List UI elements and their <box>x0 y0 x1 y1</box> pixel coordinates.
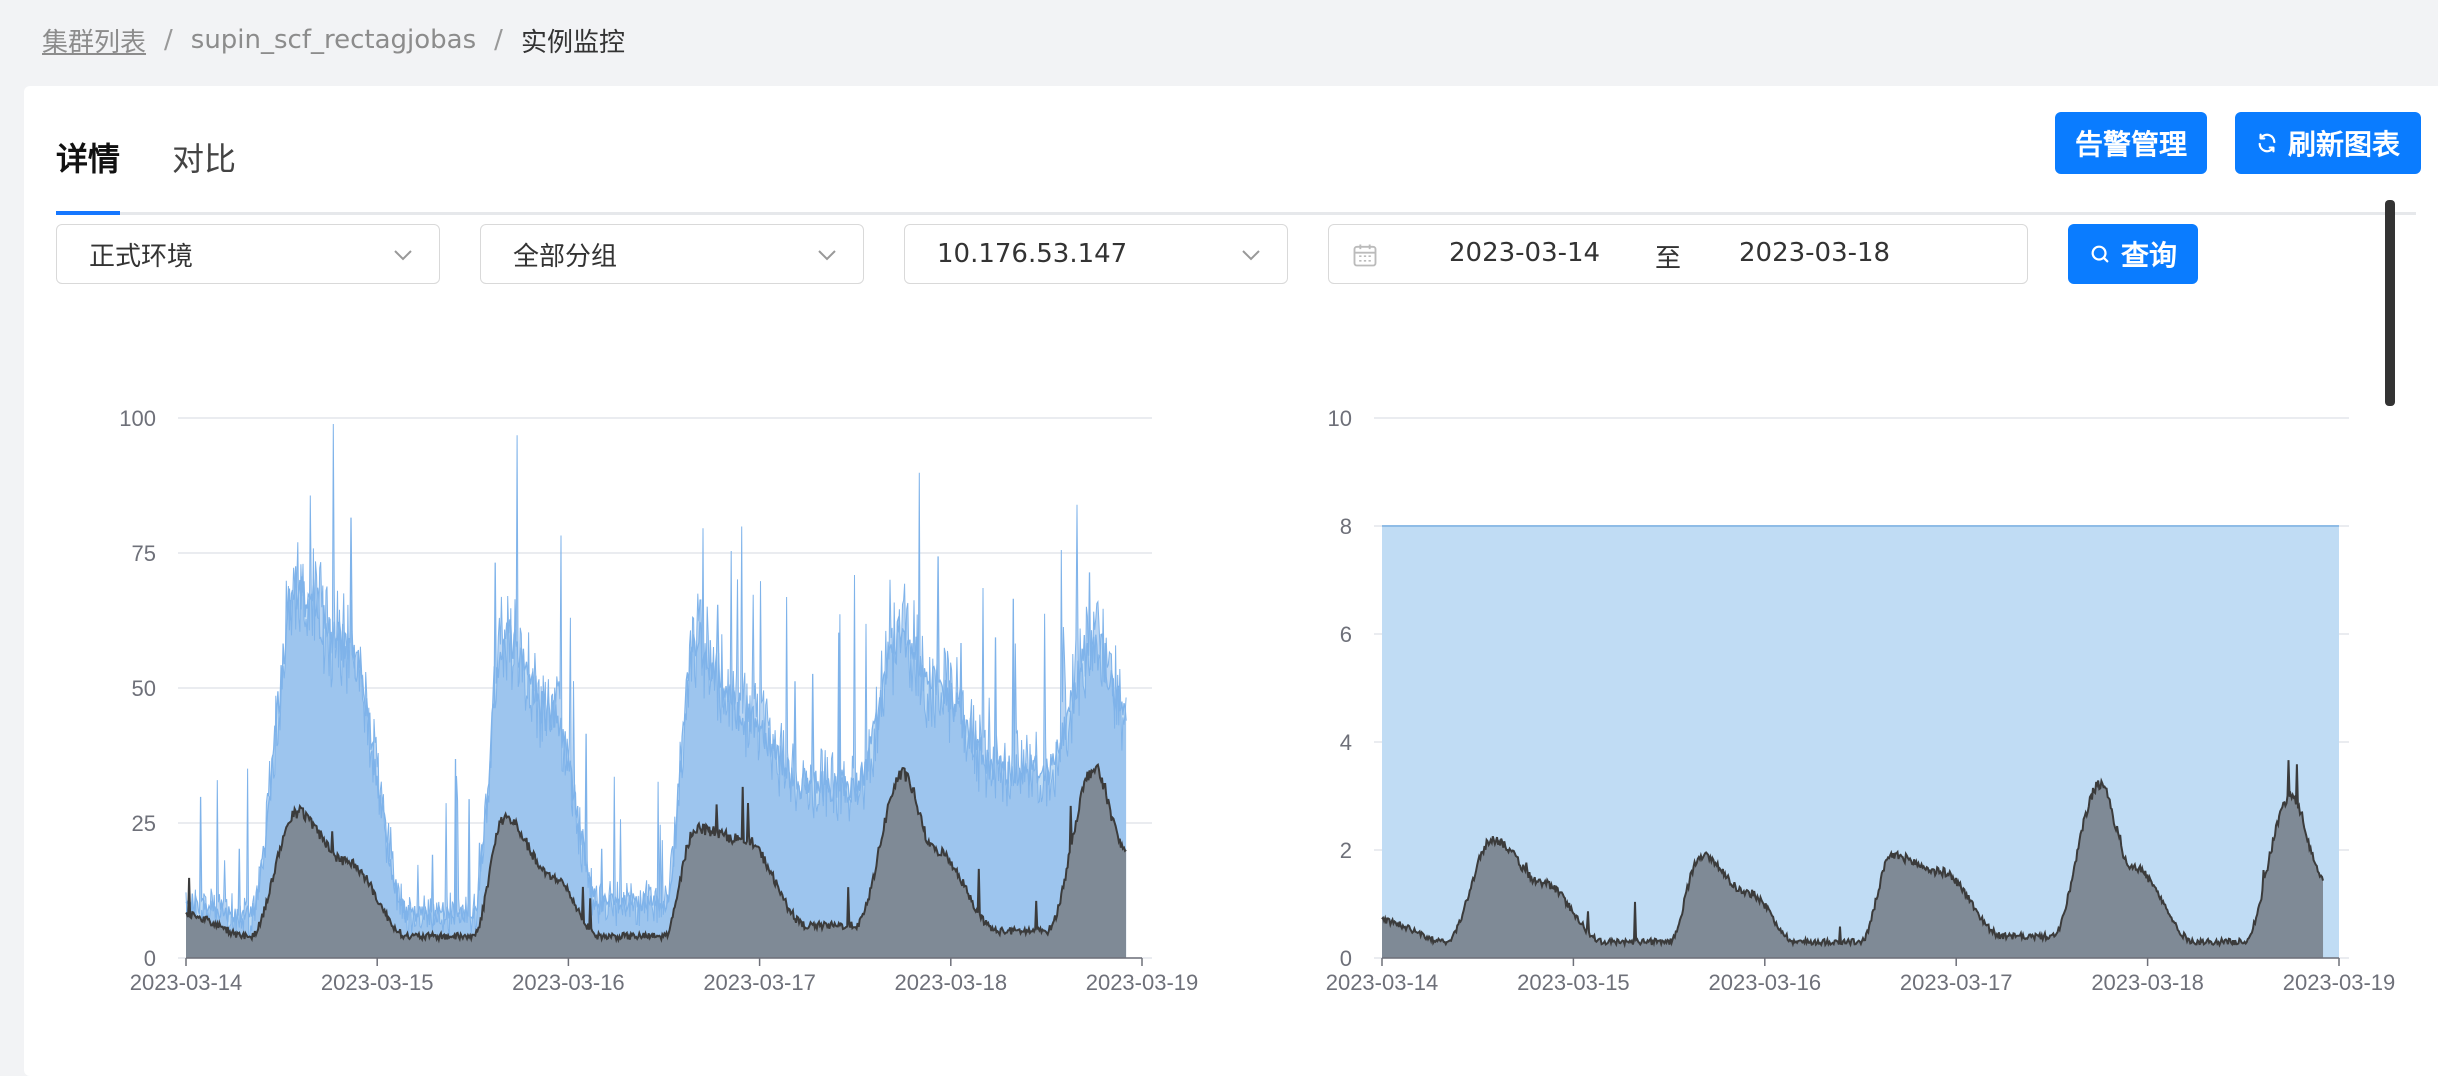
chevron-down-icon <box>818 250 836 261</box>
x-tick-label: 2023-03-15 <box>1517 970 1630 995</box>
query-button-label: 查询 <box>2120 239 2177 272</box>
x-tick-label: 2023-03-14 <box>130 970 243 995</box>
breadcrumb-separator: / <box>494 25 503 55</box>
date-end-input[interactable]: 2023-03-18 <box>1739 238 1891 268</box>
breadcrumb: 集群列表 / supin_scf_rectagjobas / 实例监控 <box>42 18 625 62</box>
query-button[interactable]: 查询 <box>2068 224 2198 284</box>
environment-select[interactable]: 正式环境 <box>56 224 440 284</box>
alarm-management-label: 告警管理 <box>2074 128 2187 161</box>
y-tick-label: 0 <box>144 946 156 971</box>
breadcrumb-cluster-list-link[interactable]: 集群列表 <box>42 27 147 58</box>
refresh-chart-button[interactable]: 刷新图表 <box>2235 112 2421 174</box>
y-tick-label: 10 <box>1328 406 1352 431</box>
refresh-icon <box>2258 133 2276 153</box>
y-tick-label: 6 <box>1340 622 1352 647</box>
tab-details-label: 详情 <box>56 140 121 178</box>
x-tick-label: 2023-03-19 <box>2283 970 2396 995</box>
y-tick-label: 4 <box>1340 730 1352 755</box>
refresh-chart-label: 刷新图表 <box>2287 128 2400 161</box>
tab-details[interactable]: 详情 <box>56 134 120 180</box>
instance-select-value: 10.176.53.147 <box>937 239 1128 269</box>
x-tick-label: 2023-03-16 <box>1709 970 1822 995</box>
series-area <box>1382 760 2324 958</box>
breadcrumb-separator: / <box>164 25 173 55</box>
scrollbar-thumb[interactable] <box>2385 200 2395 406</box>
chart-right: 0 2 4 6 8 10 2023-03-14 2023-03-15 2023-03-16 202… <box>1326 406 2396 995</box>
series-area <box>186 764 1127 958</box>
x-tick-label: 2023-03-15 <box>321 970 434 995</box>
y-tick-label: 8 <box>1340 514 1352 539</box>
x-tick-label: 2023-03-17 <box>1900 970 2013 995</box>
breadcrumb-cluster-name: supin_scf_rectagjobas <box>190 25 477 55</box>
y-tick-label: 100 <box>119 406 156 431</box>
y-tick-label: 25 <box>132 811 156 836</box>
x-tick-label: 2023-03-17 <box>703 970 816 995</box>
y-tick-label: 2 <box>1340 838 1352 863</box>
search-icon <box>2091 245 2109 263</box>
tab-compare[interactable]: 对比 <box>172 134 236 180</box>
chart-left: 0 25 50 75 100 2023-03-14 2023-03-15 2023-03-16… <box>119 406 1199 995</box>
calendar-icon <box>1353 244 1377 267</box>
group-select-value: 全部分组 <box>513 241 618 272</box>
x-tick-label: 2023-03-18 <box>895 970 1008 995</box>
x-tick-label: 2023-03-16 <box>512 970 625 995</box>
tab-compare-label: 对比 <box>172 140 237 178</box>
y-tick-label: 0 <box>1340 946 1352 971</box>
series-line <box>1381 760 2324 949</box>
y-tick-label: 75 <box>132 541 156 566</box>
y-tick-label: 50 <box>132 676 156 701</box>
environment-select-value: 正式环境 <box>89 241 194 272</box>
date-start-input[interactable]: 2023-03-14 <box>1449 238 1601 268</box>
chevron-down-icon <box>1242 250 1260 261</box>
x-tick-label: 2023-03-14 <box>1326 970 1439 995</box>
series-line <box>185 423 1127 939</box>
alarm-management-button[interactable]: 告警管理 <box>2055 112 2207 174</box>
x-tick-label: 2023-03-19 <box>1086 970 1199 995</box>
series-line <box>185 762 1127 944</box>
date-range-picker[interactable]: 2023-03-14 至 2023-03-18 <box>1328 224 2028 284</box>
tab-active-indicator <box>56 211 120 215</box>
group-select[interactable]: 全部分组 <box>480 224 864 284</box>
breadcrumb-current-page: 实例监控 <box>520 27 625 58</box>
instance-select[interactable]: 10.176.53.147 <box>904 224 1288 284</box>
x-tick-label: 2023-03-18 <box>2091 970 2204 995</box>
chevron-down-icon <box>394 250 412 261</box>
date-range-separator: 至 <box>1655 244 1682 274</box>
tab-bar: 详情 对比 <box>56 114 2416 215</box>
